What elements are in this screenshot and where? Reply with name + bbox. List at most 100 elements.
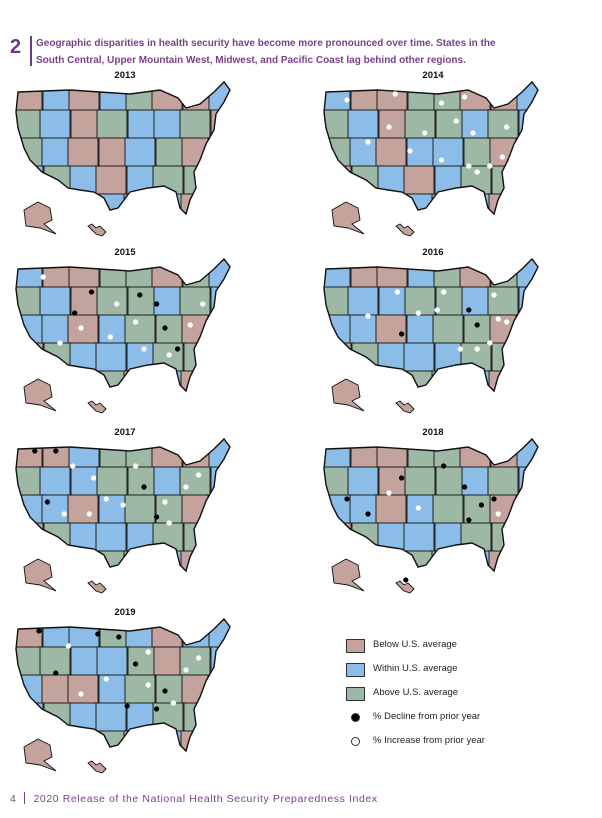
state-region — [124, 494, 156, 526]
state-region — [16, 646, 45, 678]
state-region — [39, 286, 71, 318]
state-region — [151, 82, 183, 113]
increase-dot — [486, 340, 493, 346]
increase-dot — [65, 643, 72, 649]
legend-within-label: Within U.S. average — [373, 663, 458, 674]
map-year-label: 2016 — [422, 247, 443, 258]
state-region — [151, 439, 183, 470]
decline-dot — [88, 289, 95, 295]
state-region — [127, 286, 159, 318]
increase-dot-icon — [351, 737, 360, 746]
state-region — [69, 702, 101, 734]
state-region — [349, 137, 381, 169]
us-outline — [323, 80, 539, 216]
state-region — [433, 439, 465, 470]
hawaii — [87, 580, 107, 594]
state-region — [432, 137, 464, 169]
decline-dot — [466, 517, 472, 523]
state-region — [153, 286, 185, 318]
state-region — [403, 522, 435, 554]
map-year-label: 2018 — [422, 427, 443, 438]
state-region — [433, 259, 465, 290]
state-region — [488, 550, 520, 571]
state-region — [124, 314, 156, 346]
state-region — [96, 286, 128, 318]
state-region — [347, 109, 379, 141]
figure-caption: Geographic disparities in health securit… — [36, 35, 556, 69]
state-region — [435, 466, 467, 498]
state-region — [375, 314, 407, 346]
decline-dot — [116, 634, 122, 640]
state-region — [183, 702, 215, 734]
increase-dot — [90, 475, 97, 481]
decline-dot — [174, 346, 181, 352]
state-region — [71, 730, 103, 751]
state-region — [127, 646, 159, 678]
us-map-svg: 2017 — [15, 427, 231, 594]
decline-dot — [137, 292, 143, 298]
state-region — [16, 342, 44, 374]
state-region — [123, 550, 155, 571]
increase-dot — [461, 94, 468, 100]
alaska — [331, 558, 365, 592]
increase-dot — [40, 274, 47, 280]
state-region — [180, 193, 212, 214]
alaska — [23, 738, 57, 772]
state-region — [209, 702, 230, 734]
state-region — [488, 370, 520, 391]
caption-line-2: South Central, Upper Mountain West, Midw… — [36, 55, 466, 66]
legend-below-label: Below U.S. average — [373, 639, 457, 650]
increase-dot — [166, 520, 173, 526]
decline-dot — [32, 448, 38, 454]
state-region — [491, 165, 523, 197]
decline-dot — [53, 670, 59, 676]
state-region — [98, 137, 130, 169]
increase-dot — [120, 502, 126, 508]
increase-dot — [495, 316, 502, 322]
state-region — [433, 82, 465, 113]
state-region — [180, 370, 212, 391]
state-region — [41, 314, 73, 346]
state-region — [324, 466, 353, 498]
decline-dot — [474, 322, 480, 328]
increase-dot — [486, 163, 493, 169]
decline-dot — [398, 331, 405, 337]
state-region — [155, 494, 187, 526]
state-region — [16, 137, 47, 169]
state-region — [70, 466, 102, 498]
state-region — [16, 466, 45, 498]
state-region — [324, 286, 353, 318]
state-region — [324, 522, 352, 554]
increase-dot — [145, 682, 152, 688]
figure-divider — [30, 36, 32, 66]
state-region — [67, 674, 99, 706]
state-region — [179, 646, 211, 678]
increase-dot — [344, 97, 350, 103]
state-region — [379, 370, 411, 391]
state-region — [460, 522, 492, 554]
state-region — [376, 439, 408, 470]
state-region — [151, 259, 183, 290]
state-region — [16, 702, 44, 734]
state-region — [16, 165, 44, 197]
map-2017: 2017 — [10, 425, 240, 600]
state-region — [96, 466, 128, 498]
state-region — [211, 730, 230, 751]
increase-dot — [78, 325, 84, 331]
increase-dot — [495, 511, 502, 517]
alaska — [331, 201, 365, 235]
us-outline — [15, 437, 231, 573]
increase-dot — [78, 691, 84, 697]
increase-dot — [86, 511, 93, 517]
increase-dot — [162, 499, 168, 505]
map-year-label: 2019 — [114, 607, 135, 618]
increase-dot — [491, 292, 497, 298]
state-region — [519, 550, 538, 571]
state-region — [155, 314, 187, 346]
state-region — [99, 439, 131, 470]
state-region — [209, 165, 230, 197]
increase-dot — [440, 289, 447, 295]
increase-dot — [394, 289, 401, 295]
state-region — [324, 109, 353, 141]
hawaii — [87, 400, 107, 414]
